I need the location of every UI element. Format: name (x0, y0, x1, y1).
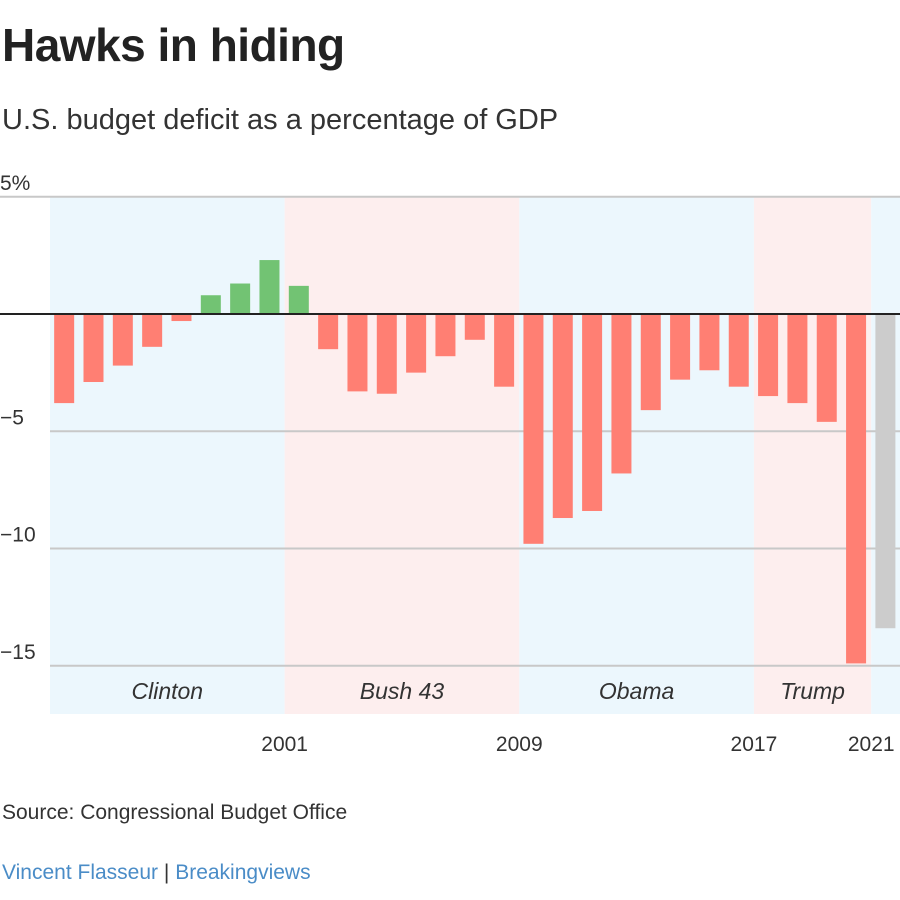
bar-2008 (494, 314, 515, 387)
bar-1994 (83, 314, 104, 383)
era-label: Trump (780, 678, 845, 704)
bar-1997 (171, 314, 192, 322)
era-background (284, 197, 520, 714)
bar-2017 (758, 314, 779, 397)
bar-2021 (875, 314, 896, 629)
source-note: Source: Congressional Budget Office (2, 801, 348, 824)
x-tick-label: 2009 (496, 733, 543, 756)
x-tick-label: 2001 (261, 733, 308, 756)
y-tick-label: −15 (0, 641, 36, 664)
bar-2000 (259, 260, 280, 314)
y-tick-label: −5 (0, 406, 24, 429)
era-label: Bush 43 (360, 678, 445, 704)
y-tick-label: −10 (0, 524, 36, 547)
era-label: Obama (599, 678, 674, 704)
bar-2011 (582, 314, 603, 511)
bar-2019 (816, 314, 837, 422)
bar-2013 (640, 314, 661, 411)
publisher-credit: Breakingviews (175, 861, 311, 884)
bar-2015 (699, 314, 720, 371)
era-background (50, 197, 285, 714)
chart: 5% −5 −10 −15 Clinton Bush 43 Obama Trump 2001 20… (0, 172, 900, 756)
bar-2014 (670, 314, 691, 380)
bar-1999 (230, 283, 251, 314)
bar-1998 (200, 295, 221, 314)
credit-line: Vincent Flasseur | Breakingviews (2, 861, 311, 885)
bar-1996 (142, 314, 163, 347)
bar-2002 (318, 314, 339, 350)
bar-2018 (787, 314, 808, 404)
chart-title: Hawks in hiding (2, 19, 345, 71)
bar-2001 (288, 285, 309, 314)
x-tick-label: 2017 (731, 733, 778, 756)
bar-2010 (552, 314, 573, 519)
bar-2003 (347, 314, 368, 392)
bar-1993 (54, 314, 75, 404)
bar-2020 (846, 314, 867, 664)
bar-2012 (611, 314, 632, 474)
bar-2006 (435, 314, 456, 357)
credit-separator: | (163, 861, 170, 884)
bar-1995 (112, 314, 133, 366)
bar-2009 (523, 314, 544, 544)
bar-2007 (464, 314, 485, 340)
y-tick-label: 5% (0, 172, 30, 195)
bar-2004 (376, 314, 397, 394)
x-tick-label: 2021 (848, 733, 895, 756)
chart-subtitle: U.S. budget deficit as a percentage of G… (2, 104, 559, 136)
author-credit: Vincent Flasseur (2, 861, 159, 884)
bar-2016 (728, 314, 749, 387)
era-label: Clinton (132, 678, 204, 704)
bar-2005 (406, 314, 427, 373)
